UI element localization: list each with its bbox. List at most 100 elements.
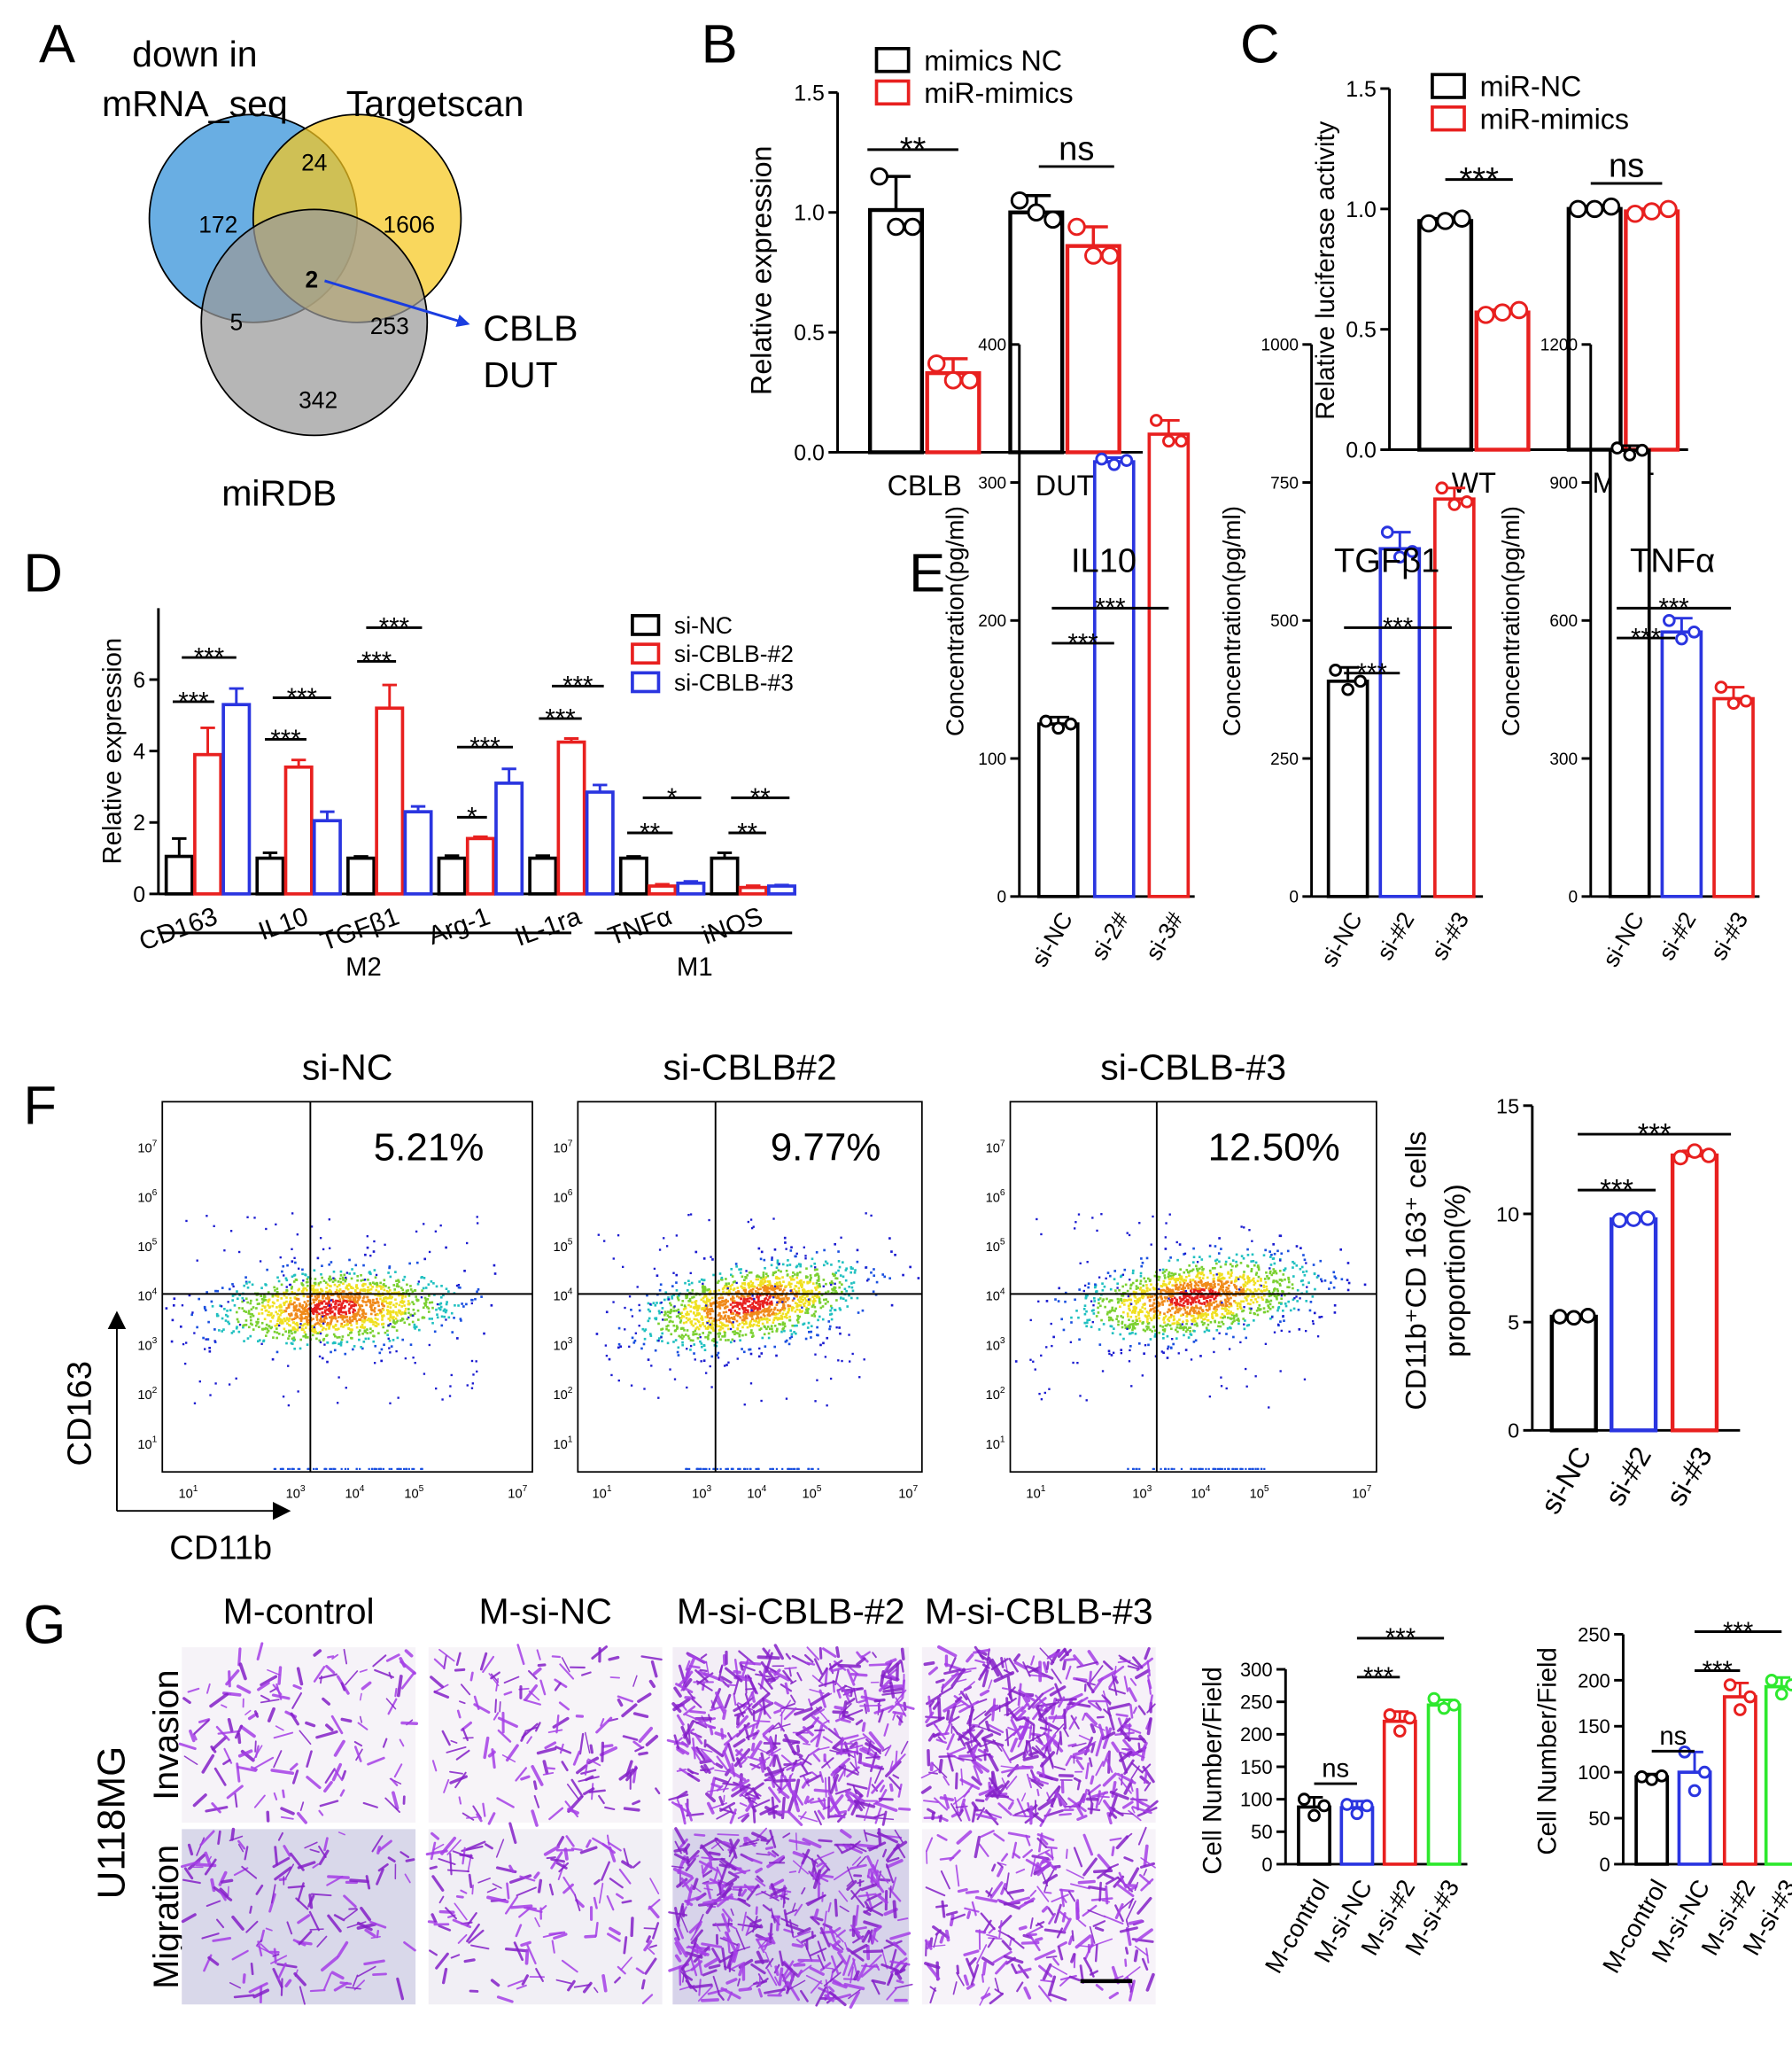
flow-event <box>260 1321 264 1325</box>
flow-event <box>330 1350 332 1354</box>
flow-event <box>718 1303 722 1307</box>
flow-event <box>809 1280 811 1283</box>
flow-event <box>731 1283 733 1287</box>
bar <box>1764 1684 1792 1866</box>
replicate-point <box>1341 682 1354 696</box>
flow-event <box>741 1287 744 1290</box>
flow-event <box>1199 1281 1202 1284</box>
flow-event <box>379 1281 382 1285</box>
flow-event <box>857 1311 860 1314</box>
bar <box>710 856 740 896</box>
flow-event <box>334 1279 337 1282</box>
flow-event <box>813 1315 817 1318</box>
x-tick-label: si-#2 <box>1653 907 1702 965</box>
flow-event <box>727 1316 730 1319</box>
flow-event <box>312 1309 315 1312</box>
flow-event <box>768 1318 771 1322</box>
replicate-point <box>1403 1711 1416 1725</box>
flow-event <box>742 1322 746 1326</box>
flow-event <box>754 1305 757 1309</box>
flow-event <box>777 1269 780 1272</box>
flow-event <box>1168 1324 1172 1327</box>
flow-event <box>1133 1326 1136 1330</box>
flow-event <box>1308 1309 1312 1312</box>
flow-event <box>400 1299 404 1302</box>
flow-event <box>745 1277 748 1279</box>
flow-event <box>1226 1327 1230 1330</box>
flow-event <box>1170 1327 1173 1331</box>
flow-event <box>680 1314 684 1318</box>
flow-event <box>775 1266 779 1270</box>
flow-event <box>725 1318 728 1321</box>
flow-event <box>385 1302 389 1305</box>
flow-event <box>818 1295 821 1299</box>
flow-event <box>369 1303 373 1306</box>
flow-event <box>759 1281 762 1285</box>
flow-event <box>699 1325 702 1328</box>
flow-event <box>392 1339 395 1341</box>
flow-event <box>735 1332 738 1334</box>
flow-event <box>755 1290 757 1293</box>
flow-event <box>667 1298 671 1301</box>
flow-event <box>1172 1342 1175 1346</box>
flow-event <box>638 1309 641 1312</box>
flow-event <box>341 1310 345 1314</box>
flow-event <box>385 1289 389 1293</box>
flow-event <box>704 1316 708 1318</box>
panel-letter: C <box>1240 14 1279 75</box>
flow-event <box>215 1312 219 1316</box>
flow-event <box>259 1260 262 1263</box>
flow-event <box>1152 1314 1156 1318</box>
flow-event <box>1188 1326 1191 1329</box>
flow-event <box>1205 1315 1208 1318</box>
flow-event <box>844 1299 848 1302</box>
flow-event <box>713 1290 716 1293</box>
flow-event <box>873 1274 876 1278</box>
flow-event <box>386 1305 390 1308</box>
flow-event <box>1138 1319 1142 1323</box>
flow-event <box>347 1283 351 1286</box>
bar <box>465 836 495 896</box>
flow-event <box>1201 1283 1204 1287</box>
flow-event <box>273 1302 275 1305</box>
flow-event <box>838 1307 842 1310</box>
flow-event <box>341 1296 345 1300</box>
flow-event <box>1212 1310 1214 1314</box>
flow-event <box>706 1297 709 1300</box>
flow-event <box>313 1324 316 1327</box>
flow-event <box>445 1309 448 1312</box>
flow-event <box>788 1467 791 1471</box>
y-tick-label: 200 <box>1578 1669 1610 1691</box>
flow-event <box>689 1305 693 1308</box>
flow-event <box>773 1325 777 1327</box>
flow-event <box>771 1327 773 1331</box>
flow-event <box>736 1305 739 1308</box>
flow-event <box>1182 1313 1184 1317</box>
flow-event <box>314 1298 316 1302</box>
flow-event <box>377 1309 381 1312</box>
flow-event <box>1203 1288 1206 1292</box>
flow-event <box>595 1333 599 1335</box>
flow-event <box>346 1294 350 1296</box>
flow-event <box>833 1274 835 1277</box>
flow-event <box>1057 1300 1060 1302</box>
flow-event <box>427 1310 431 1313</box>
flow-y-tick-label: 101 <box>137 1435 157 1451</box>
flow-event <box>362 1282 365 1286</box>
flow-event <box>341 1290 345 1293</box>
flow-event <box>781 1467 784 1471</box>
flow-event <box>738 1334 741 1338</box>
flow-event <box>470 1302 474 1305</box>
flow-event <box>612 1301 615 1303</box>
flow-event <box>1119 1275 1122 1279</box>
flow-event <box>277 1279 281 1283</box>
bar <box>346 856 376 896</box>
flow-event <box>677 1346 680 1349</box>
flow-event <box>285 1291 288 1295</box>
flow-event <box>379 1295 382 1297</box>
flow-event <box>798 1304 802 1307</box>
flow-event <box>299 1304 301 1308</box>
flow-event <box>280 1322 283 1325</box>
replicate-point <box>1610 441 1625 455</box>
flow-event <box>797 1467 800 1471</box>
